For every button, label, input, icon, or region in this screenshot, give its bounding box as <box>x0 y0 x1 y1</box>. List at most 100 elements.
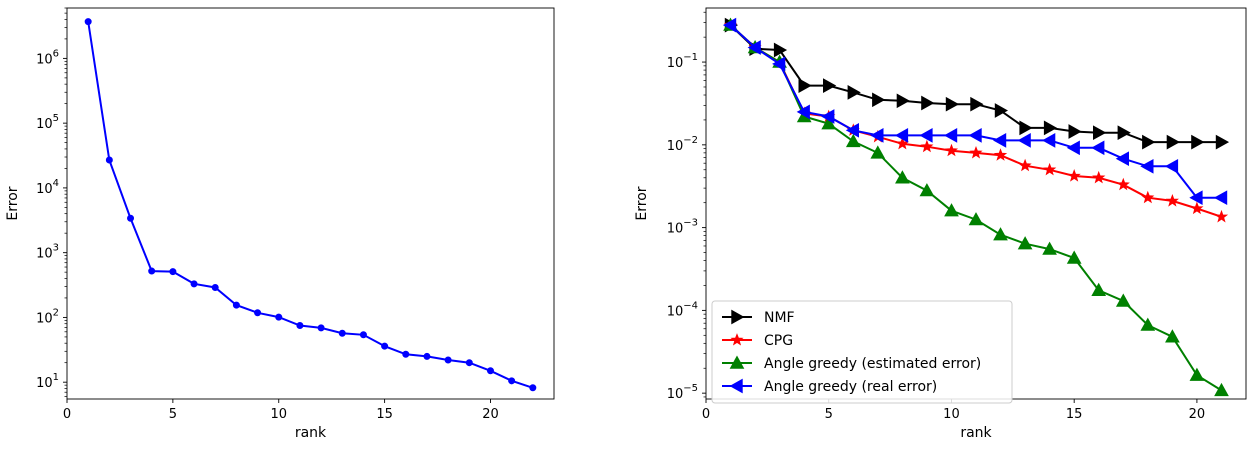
data-point <box>798 78 812 93</box>
series-angle-greedy-real-error <box>722 17 1228 206</box>
data-point <box>1066 140 1080 156</box>
data-point <box>919 183 935 197</box>
series-line <box>87 21 534 389</box>
data-point <box>338 329 346 337</box>
data-point <box>821 116 837 130</box>
y-tick-label: 106 <box>36 48 59 67</box>
data-point <box>1115 151 1129 167</box>
data-point <box>1165 329 1180 343</box>
legend-label: NMF <box>764 310 795 326</box>
plot-area <box>722 17 1230 397</box>
series-nmf <box>724 17 1230 150</box>
data-point <box>169 268 177 276</box>
data-point <box>1191 134 1205 150</box>
data-point <box>359 331 367 339</box>
data-point <box>944 143 959 157</box>
y-tick-label: 10−2 <box>667 135 698 154</box>
data-point <box>920 139 934 153</box>
data-point <box>423 352 431 360</box>
data-point <box>823 78 837 93</box>
legend-box <box>711 300 1013 404</box>
data-point <box>870 128 884 143</box>
legend-marker <box>730 333 744 346</box>
data-point <box>894 128 909 143</box>
data-point <box>1165 193 1179 207</box>
data-point <box>402 350 410 358</box>
y-tick-label: 102 <box>36 307 59 326</box>
data-point <box>529 384 537 392</box>
data-point <box>1140 317 1156 331</box>
data-point <box>1190 201 1204 215</box>
left-chart: 101 102 103 104 105 106 0 5 10 15 20 rank Error <box>5 7 555 441</box>
data-point <box>1018 158 1032 172</box>
data-point <box>232 301 240 309</box>
x-tick-label: 10 <box>270 407 287 422</box>
data-point <box>1215 134 1230 150</box>
data-point <box>847 85 861 100</box>
series-0 <box>84 18 537 392</box>
data-point <box>1066 250 1082 264</box>
y-tick-label: 10−1 <box>667 52 698 71</box>
data-point <box>1042 133 1056 148</box>
x-tick-label: 20 <box>1189 407 1206 422</box>
data-point <box>1043 162 1057 176</box>
data-point <box>1042 241 1057 255</box>
data-point <box>1140 158 1154 174</box>
data-point <box>1166 134 1180 150</box>
data-point <box>821 109 835 124</box>
x-tick-label: 0 <box>702 407 710 422</box>
data-point <box>127 214 135 222</box>
x-tick-label: 20 <box>482 407 499 422</box>
data-point <box>1115 293 1131 307</box>
data-point <box>1142 134 1156 150</box>
data-point <box>969 146 983 159</box>
data-point <box>970 96 984 112</box>
data-point <box>993 148 1008 161</box>
data-point <box>919 128 933 143</box>
data-point <box>486 367 494 375</box>
x-tick-label: 5 <box>169 407 177 422</box>
data-point <box>211 283 219 291</box>
x-tick-label: 15 <box>376 407 393 422</box>
data-point <box>1043 120 1058 136</box>
data-point <box>1093 125 1107 141</box>
legend-label: CPG <box>764 333 793 349</box>
right-chart: 10−5 10−4 10−3 10−2 10−1 0 5 10 15 20 rank Error NMF… <box>634 7 1247 441</box>
data-point <box>845 133 861 148</box>
y-tick-label: 105 <box>36 113 59 132</box>
data-point <box>254 309 262 317</box>
y-tick-label: 103 <box>36 243 59 262</box>
legend: NMF CPG Angle greedy (estimated error) Angl… <box>711 300 1013 404</box>
data-point <box>1189 367 1205 381</box>
y-tick-label: 104 <box>36 178 59 197</box>
data-point <box>872 92 886 108</box>
y-axis-label: Error <box>5 186 21 220</box>
x-tick-label: 10 <box>943 407 960 422</box>
data-point <box>921 95 935 111</box>
data-point <box>275 313 283 321</box>
data-point <box>1017 133 1031 148</box>
data-point <box>722 17 737 33</box>
data-point <box>296 322 304 330</box>
data-point <box>944 203 959 217</box>
y-tick-label: 10−4 <box>667 300 698 319</box>
data-point <box>870 145 886 159</box>
data-point <box>84 18 92 26</box>
data-point <box>895 136 909 150</box>
data-point <box>508 377 516 385</box>
data-point <box>190 280 198 288</box>
data-point <box>1116 177 1130 191</box>
data-point <box>796 104 810 120</box>
data-point <box>994 103 1009 118</box>
x-tick-label: 15 <box>1066 407 1083 422</box>
x-axis-label: rank <box>295 425 327 441</box>
data-point <box>465 359 473 367</box>
plot-area <box>84 18 537 392</box>
data-point <box>773 42 788 58</box>
y-tick-label: 10−5 <box>667 383 698 402</box>
data-point <box>968 212 984 226</box>
y-axis-label: Error <box>634 186 650 220</box>
data-point <box>1092 170 1106 184</box>
data-point <box>1019 120 1033 136</box>
